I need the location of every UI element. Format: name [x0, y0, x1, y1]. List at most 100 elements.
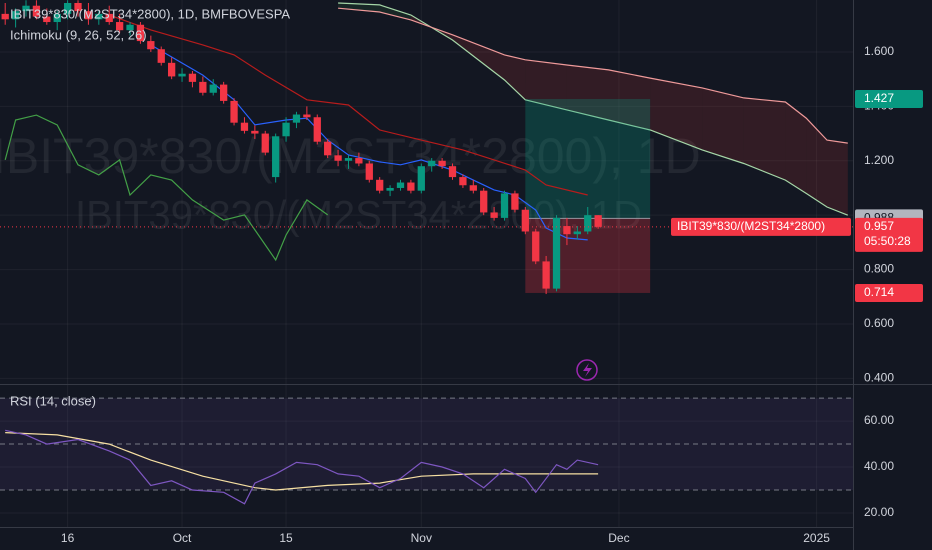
- y-tick-label: 1.200: [864, 153, 894, 167]
- y-tick-label: 40.00: [864, 459, 894, 473]
- cloud-fill: [785, 102, 807, 194]
- x-tick-label: 2025: [803, 531, 830, 545]
- symbol-label-box: [671, 217, 851, 236]
- y-tick-label: 20.00: [864, 505, 894, 519]
- candle-body: [480, 190, 488, 213]
- candle-body: [542, 261, 550, 289]
- candle-body: [157, 49, 165, 63]
- candle-body: [178, 73, 186, 77]
- legend-indicator: Ichimoku (9, 26, 52, 26): [10, 27, 147, 42]
- event-icon[interactable]: [576, 359, 598, 381]
- watermark-text: IBIT39*830/(M2ST34*2800), 1D: [0, 128, 701, 184]
- candle-body: [32, 5, 41, 17]
- conversion-line: [150, 44, 588, 241]
- candle-body: [365, 163, 373, 180]
- candle-body: [448, 166, 457, 178]
- price-label-box: [855, 90, 923, 109]
- candle-body: [386, 187, 394, 191]
- rsi-line: [5, 429, 599, 505]
- candle-body: [167, 62, 176, 77]
- candle-body: [573, 231, 581, 235]
- y-tick-label: 0.400: [864, 371, 894, 385]
- cloud-fill: [504, 54, 526, 100]
- candle-body: [594, 215, 602, 227]
- candle-body: [84, 11, 93, 20]
- candle-body: [126, 24, 134, 31]
- candle-body: [199, 81, 207, 93]
- candle-body: [209, 84, 217, 93]
- price-label-text: 0.714: [864, 285, 894, 299]
- watermark-text: IBIT39*830/(M2ST34*2800), 1D: [75, 194, 642, 238]
- legend-title: IBIT39*830/(M2ST34*2800), 1D, BMFBOVESPA: [10, 6, 290, 21]
- span-b-line: [338, 7, 848, 144]
- price-label-text: 1.427: [864, 91, 894, 105]
- candle-body: [376, 179, 384, 191]
- x-tick-label: 16: [61, 531, 75, 545]
- base-line: [108, 14, 588, 196]
- cloud-fill: [566, 65, 609, 120]
- x-tick-label: Nov: [411, 531, 432, 545]
- candle-body: [428, 160, 436, 167]
- candle-body: [355, 158, 363, 164]
- price-label-box: [855, 217, 923, 252]
- candle-body: [272, 136, 280, 178]
- candle-body: [500, 193, 509, 218]
- cloud-fill: [827, 140, 848, 216]
- candle-body: [459, 177, 467, 186]
- rsi-ma-line: [5, 432, 599, 491]
- candle-body: [43, 16, 51, 23]
- watermark: IBIT39*830/(M2ST34*2800), 1D IBIT39*830/…: [0, 128, 701, 237]
- cloud-fill: [702, 87, 744, 164]
- candle-body: [230, 100, 238, 123]
- candle-body: [490, 212, 498, 218]
- candle-body: [532, 231, 540, 262]
- candle-body: [396, 182, 405, 188]
- candle-body: [292, 114, 301, 123]
- candle-body: [469, 185, 477, 191]
- event-icon-bolt: [583, 363, 592, 377]
- countdown: 05:50:28: [864, 234, 911, 248]
- candle-body: [313, 117, 321, 142]
- position-profit: [525, 99, 651, 219]
- candle-body: [147, 41, 155, 50]
- lagging-line: [4, 114, 329, 262]
- cloud-fill: [608, 69, 651, 130]
- candle-body: [74, 2, 82, 12]
- candle-body: [521, 209, 529, 232]
- candle-body: [115, 22, 124, 31]
- y-tick-label: 0.800: [864, 262, 894, 276]
- candle-body: [220, 84, 228, 101]
- cloud-fill: [806, 118, 827, 207]
- candle-body: [334, 155, 342, 161]
- candle-body: [438, 160, 446, 167]
- candle-body: [552, 217, 561, 289]
- price-label-text: 0.957: [864, 219, 894, 233]
- y-tick-label: 0.600: [864, 316, 894, 330]
- candle-body: [22, 5, 30, 12]
- cloud-fill: [650, 78, 703, 150]
- cloud-fill: [452, 34, 505, 80]
- candle-body: [282, 122, 290, 137]
- cloud-fill: [379, 4, 411, 20]
- y-tick-label: 60.00: [864, 413, 894, 427]
- candle-body: [407, 182, 415, 191]
- candle-body: [95, 13, 103, 20]
- cloud-fill: [743, 97, 786, 181]
- y-tick-label: 1.600: [864, 44, 894, 58]
- price-label: 1.427: [855, 90, 923, 109]
- candle-body: [261, 133, 269, 153]
- candle-body: [251, 130, 259, 134]
- candle-body: [188, 73, 197, 82]
- symbol-label: IBIT39*830/(M2ST34*2800): [677, 219, 825, 233]
- price-label: 0.714: [855, 283, 923, 302]
- price-label-box: [855, 283, 923, 302]
- candle-body: [63, 2, 72, 14]
- candle-body: [11, 11, 20, 20]
- cloud-fill: [338, 3, 380, 12]
- legend-rsi: RSI (14, close): [10, 393, 96, 408]
- candle-body: [303, 114, 311, 118]
- candle-body: [584, 215, 592, 232]
- candle-body: [136, 24, 145, 42]
